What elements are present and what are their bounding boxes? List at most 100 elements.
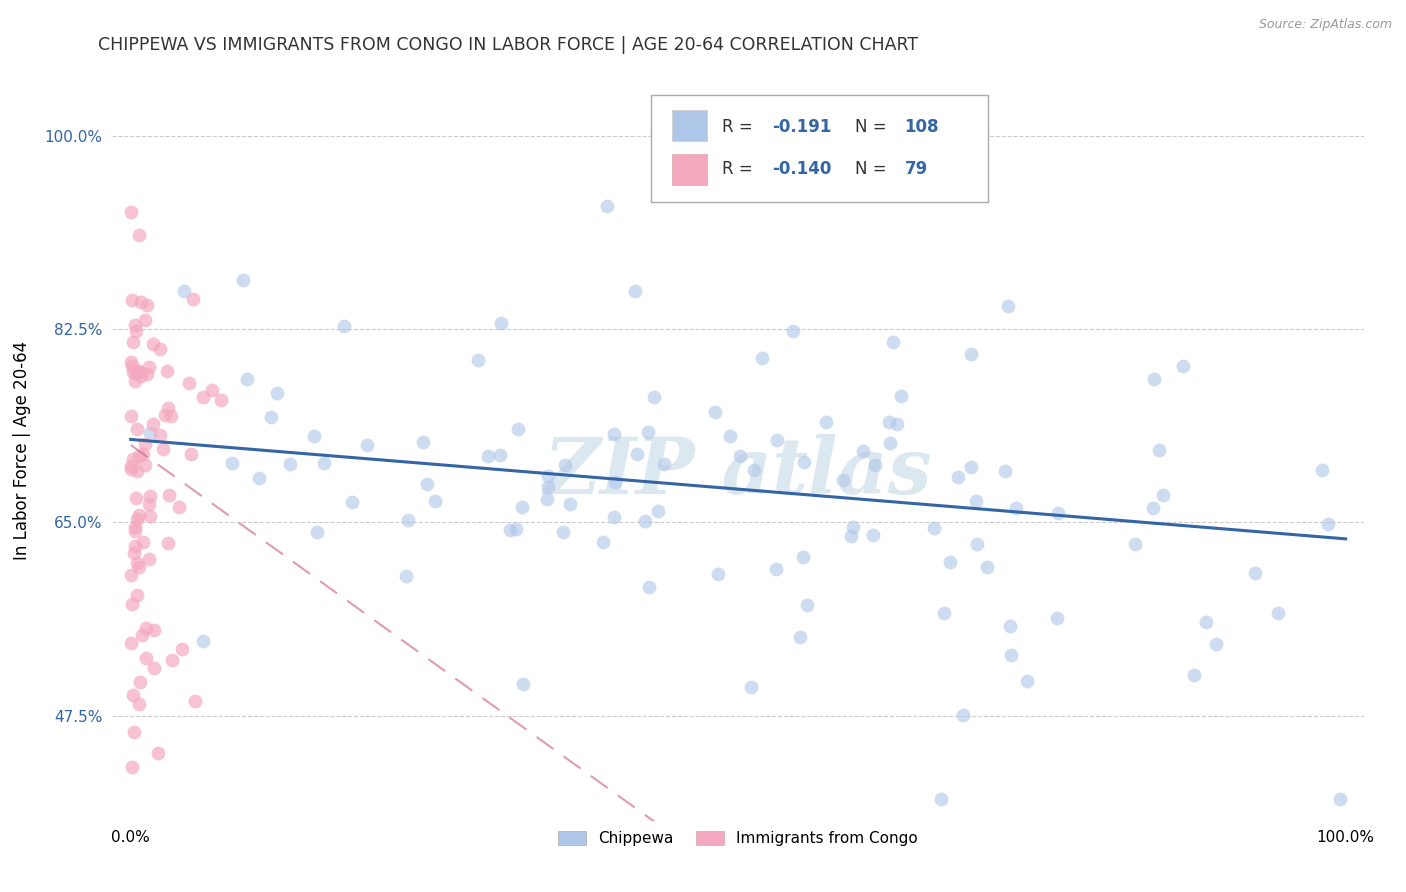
Point xyxy=(127,512,149,526)
Point xyxy=(796,598,818,612)
Point xyxy=(120,205,142,219)
Point xyxy=(792,550,814,565)
Point xyxy=(134,312,156,326)
Text: CHIPPEWA VS IMMIGRANTS FROM CONGO IN LABOR FORCE | AGE 20-64 CORRELATION CHART: CHIPPEWA VS IMMIGRANTS FROM CONGO IN LAB… xyxy=(98,36,918,54)
Point xyxy=(128,449,150,463)
Point xyxy=(560,497,582,511)
Point xyxy=(260,409,283,424)
Point xyxy=(177,376,200,390)
Point xyxy=(1123,537,1146,551)
Point xyxy=(120,409,142,423)
Point xyxy=(125,324,148,338)
Point xyxy=(505,522,527,536)
Point xyxy=(965,494,987,508)
Point xyxy=(720,429,742,443)
Point xyxy=(841,529,863,543)
Point xyxy=(157,536,180,550)
Point xyxy=(477,449,499,463)
Point xyxy=(932,606,955,620)
Point xyxy=(637,425,659,439)
Point xyxy=(396,513,419,527)
FancyBboxPatch shape xyxy=(651,95,988,202)
Text: R =: R = xyxy=(721,161,758,178)
Point xyxy=(1317,516,1340,531)
Point xyxy=(142,623,165,637)
Point xyxy=(125,588,148,602)
Point xyxy=(960,347,983,361)
Point xyxy=(247,471,270,485)
Point xyxy=(121,359,143,374)
Point xyxy=(789,631,811,645)
Point xyxy=(128,364,150,378)
Point xyxy=(952,708,974,723)
Point xyxy=(412,435,434,450)
Point xyxy=(135,651,157,665)
Point xyxy=(537,480,560,494)
Point xyxy=(536,491,558,506)
Point xyxy=(159,409,181,423)
Point xyxy=(554,458,576,472)
Point xyxy=(1147,442,1170,457)
Point xyxy=(149,427,172,442)
Point xyxy=(266,386,288,401)
Point xyxy=(976,560,998,574)
Point xyxy=(124,374,146,388)
Point xyxy=(193,633,215,648)
Point xyxy=(139,425,162,440)
Point xyxy=(135,621,157,635)
Point xyxy=(890,389,912,403)
Point xyxy=(122,365,145,379)
Point xyxy=(120,355,142,369)
Point xyxy=(929,791,952,805)
Point xyxy=(131,628,153,642)
Point xyxy=(626,447,648,461)
Point xyxy=(1046,611,1069,625)
Point xyxy=(139,489,162,503)
Point xyxy=(124,491,146,505)
Point xyxy=(304,429,326,443)
Point xyxy=(139,508,162,523)
Point xyxy=(740,680,762,694)
Point xyxy=(201,383,224,397)
Point xyxy=(128,697,150,711)
Point xyxy=(122,546,145,560)
Point xyxy=(136,367,159,381)
Point xyxy=(138,552,160,566)
Point xyxy=(751,351,773,365)
Point xyxy=(852,444,875,458)
Point xyxy=(156,364,179,378)
Point xyxy=(127,422,149,436)
Point xyxy=(939,555,962,569)
Point xyxy=(1329,791,1351,805)
Point xyxy=(127,464,149,478)
Point xyxy=(122,334,145,349)
Point xyxy=(157,401,180,416)
Point xyxy=(142,337,165,351)
Point xyxy=(127,365,149,379)
Point xyxy=(236,372,259,386)
Point xyxy=(160,653,183,667)
Point xyxy=(278,457,301,471)
Point xyxy=(1047,506,1070,520)
Point xyxy=(623,284,645,298)
Point xyxy=(184,694,207,708)
Point xyxy=(603,427,626,442)
Point xyxy=(149,342,172,356)
Legend: Chippewa, Immigrants from Congo: Chippewa, Immigrants from Congo xyxy=(551,823,925,854)
Point xyxy=(706,566,728,581)
Point xyxy=(120,636,142,650)
Point xyxy=(842,520,865,534)
Point xyxy=(173,284,195,298)
Point xyxy=(1243,566,1265,580)
Point xyxy=(167,500,190,514)
Point xyxy=(142,417,165,431)
Point xyxy=(180,447,202,461)
Point xyxy=(124,524,146,539)
Point xyxy=(831,473,853,487)
Point xyxy=(730,449,752,463)
Point xyxy=(153,408,176,422)
Point xyxy=(120,458,142,473)
Point xyxy=(551,525,574,540)
Point xyxy=(221,456,243,470)
Point xyxy=(1005,501,1028,516)
